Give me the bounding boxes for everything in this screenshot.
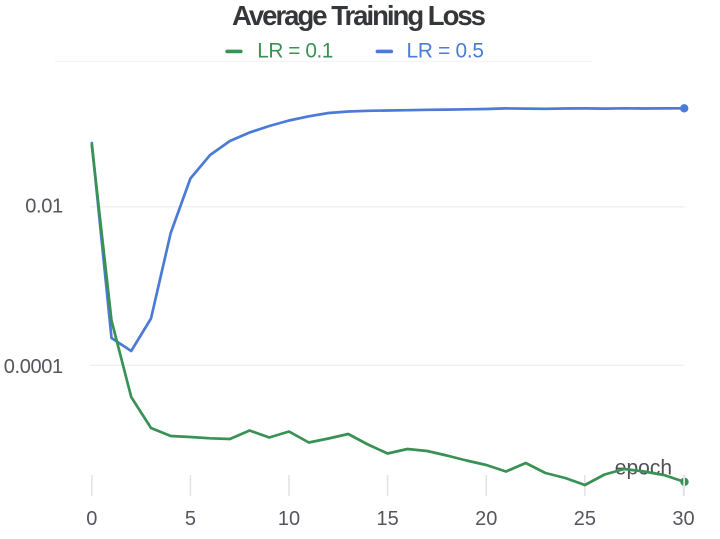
svg-text:10: 10 — [278, 508, 300, 530]
svg-text:0.01: 0.01 — [25, 196, 63, 218]
svg-text:0.0001: 0.0001 — [4, 356, 63, 378]
svg-text:30: 30 — [672, 508, 694, 530]
svg-text:5: 5 — [185, 508, 196, 530]
svg-text:0: 0 — [86, 508, 97, 530]
svg-text:LR = 0.1: LR = 0.1 — [257, 40, 333, 63]
svg-text:15: 15 — [376, 508, 398, 530]
svg-text:Average Training Loss: Average Training Loss — [232, 0, 486, 31]
svg-text:LR = 0.5: LR = 0.5 — [407, 40, 484, 63]
svg-text:20: 20 — [475, 508, 497, 530]
svg-text:25: 25 — [574, 508, 596, 530]
